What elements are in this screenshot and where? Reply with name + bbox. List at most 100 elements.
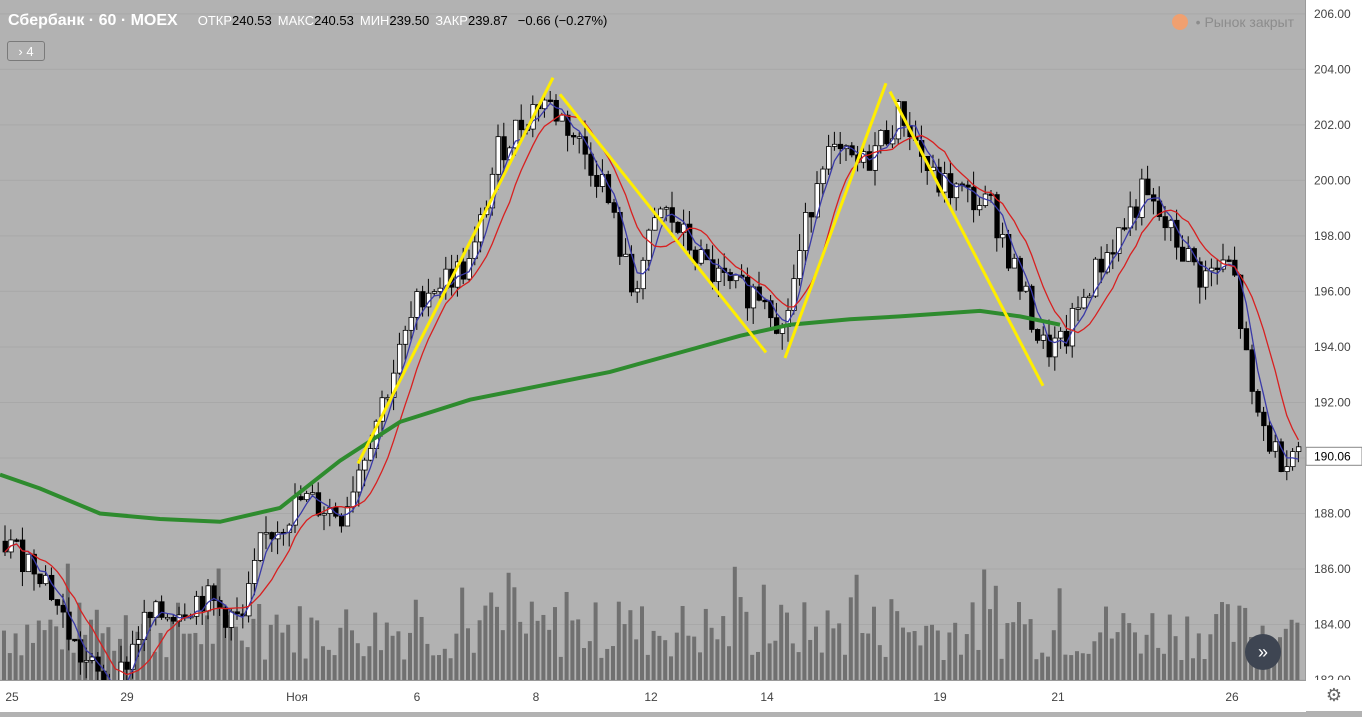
candle-up [1000,234,1006,239]
market-status: • Рынок закрыт [1171,14,1294,30]
last-price-label: 190.06 [1314,449,1351,463]
candle-up [1075,307,1081,310]
volume-bar [669,656,673,680]
volume-bar [118,638,122,680]
settings-icon[interactable]: ⚙ [1306,680,1362,711]
candle-up [367,448,374,461]
candle-down [234,611,240,615]
candle-up [1272,441,1279,452]
volume-bar [147,614,151,680]
volume-bar [309,617,314,680]
candle-down [1197,261,1203,288]
volume-bar [158,632,163,680]
volume-bar [715,639,720,680]
candle-down [518,119,525,131]
volume-bar [123,615,128,680]
candle-up [1168,219,1174,229]
volume-bar [1278,637,1282,680]
volume-bar [558,656,563,680]
scroll-to-realtime-button[interactable]: » [1245,634,1281,670]
volume-bar [141,623,146,680]
volume-bar [100,633,105,680]
volume-bar [60,649,64,680]
x-tick-label: 21 [1051,690,1065,704]
volume-bar [350,630,354,680]
volume-bar [176,602,180,680]
volume-bar [819,652,824,680]
y-tick-label: 192.00 [1314,395,1351,409]
volume-bar [408,632,412,680]
candle-up [356,469,362,493]
ma-slow-line [4,113,1299,676]
volume-bar [1034,659,1039,680]
candlestick-chart[interactable] [0,0,1306,680]
ma-fast-line [4,102,1299,680]
volume-bar [930,624,934,680]
volume-bar [727,646,731,680]
candle-down [704,249,710,261]
volume-bar [402,659,407,680]
volume-bar [599,657,604,680]
volume-bar [947,632,952,680]
symbol-title: Сбербанк · 60 · MOEX [8,12,178,29]
volume-bar [686,635,691,680]
candle-up [402,329,409,345]
volume-bar [1086,653,1091,680]
high-value: 240.53 [314,13,354,28]
candle-up [646,229,652,261]
volume-bar [228,615,233,680]
candle-down [14,539,20,542]
volume-bar [1208,634,1213,680]
volume-bar [808,639,813,680]
volume-bar [802,602,807,680]
candle-up [750,286,757,309]
candle-down [1035,329,1041,341]
candle-up [344,506,351,527]
candle-down [965,184,971,188]
chart-header: Сбербанк · 60 · MOEX ОТКР 240.53 МАКС 240.… [8,12,607,30]
volume-bar [1098,632,1103,680]
volume-bar [1092,641,1097,680]
volume-bar [518,621,523,680]
candle-up [977,205,983,211]
volume-bar [222,604,227,680]
volume-bar [431,655,436,680]
volume-bar [164,657,169,680]
candle-down [54,599,61,606]
volume-bar [1196,633,1201,680]
volume-bar [959,654,963,680]
y-tick-label: 204.00 [1314,62,1351,76]
volume-bar [1272,654,1277,680]
candle-up [826,146,832,170]
candle-up [362,459,368,471]
volume-bars [2,563,1300,680]
candle-down [159,601,165,618]
candle-down [611,202,617,213]
candle-down [1267,425,1273,452]
price-axis[interactable]: 206.00 204.00 202.00 200.00 198.00 196.00 194.… [1305,0,1362,687]
volume-bar [448,658,453,680]
y-tick-label: 200.00 [1314,173,1351,187]
volume-bar [1167,614,1172,680]
volume-bar [454,633,459,680]
volume-bar [634,639,639,680]
volume-bar [413,599,418,680]
candle-down [971,186,977,211]
time-axis[interactable]: 25 29 Ноя 6 8 12 14 19 21 26 [0,680,1306,712]
volume-bar [1150,613,1155,680]
candle-up [205,585,211,612]
volume-bar [1214,614,1219,680]
volume-bar [1127,623,1132,680]
volume-bar [303,658,308,680]
volume-bar [889,599,894,680]
volume-bar [1185,616,1190,680]
candle-down [147,611,153,619]
x-tick-label: 19 [933,690,947,704]
volume-bar [912,631,917,680]
candle-up [878,130,884,147]
volume-bar [1243,607,1248,680]
candle-up [1023,285,1029,292]
collapse-indicators-button[interactable]: › 4 [7,41,45,61]
candle-down [1243,328,1250,351]
y-tick-label: 184.00 [1314,617,1351,631]
